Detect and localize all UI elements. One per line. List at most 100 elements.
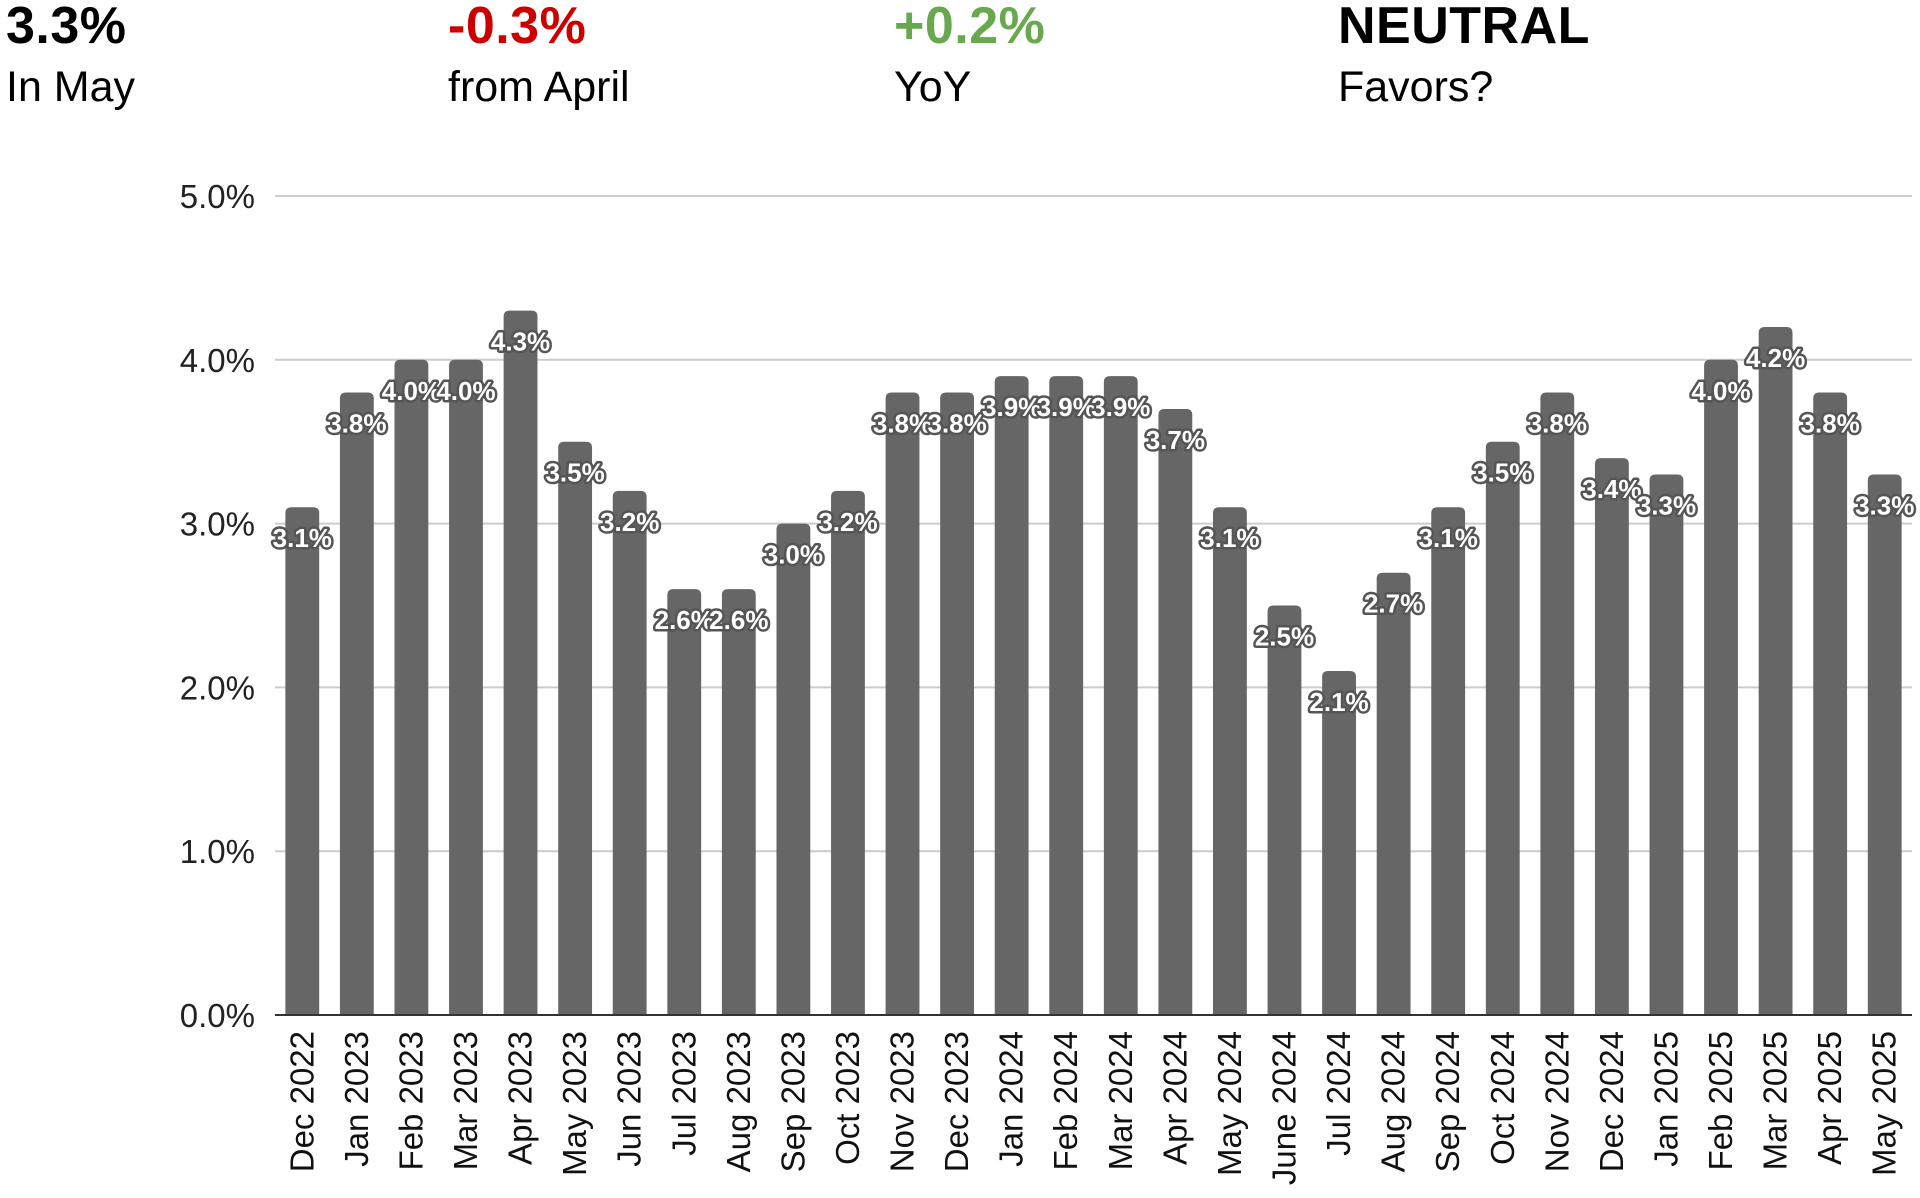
kpi-favors-value: NEUTRAL: [1338, 0, 1590, 55]
kpi-current-rate: 3.3% In May: [6, 0, 135, 112]
y-tick-label: 1.0%: [180, 833, 255, 870]
data-label: 3.3%: [1637, 490, 1696, 520]
x-tick-label: Aug 2024: [1375, 1031, 1412, 1172]
data-labels: 3.1%3.8%4.0%4.0%4.3%3.5%3.2%2.6%2.6%3.0%…: [270, 324, 1917, 719]
bar: [1431, 507, 1466, 1015]
bar: [994, 376, 1029, 1015]
bar: [612, 490, 647, 1016]
x-tick-label: Mar 2025: [1757, 1031, 1794, 1170]
x-tick-label: Dec 2022: [283, 1031, 320, 1172]
x-tick-label: Feb 2024: [1047, 1031, 1084, 1170]
y-tick-label: 2.0%: [180, 669, 255, 706]
x-tick-label: Oct 2024: [1484, 1031, 1521, 1165]
x-tick-label: Jun 2023: [611, 1031, 648, 1167]
bar: [1267, 605, 1302, 1015]
bars: [285, 310, 1902, 1016]
bar: [831, 490, 865, 1016]
x-tick-label: Apr 2025: [1811, 1031, 1848, 1165]
bar: [1758, 327, 1793, 1015]
kpi-monthly-change: -0.3% from April: [448, 0, 630, 112]
kpi-yoy-change: +0.2% YoY: [894, 0, 1045, 112]
x-tick-label: Jan 2024: [993, 1031, 1030, 1167]
y-tick-label: 0.0%: [180, 997, 255, 1034]
bar: [667, 589, 702, 1015]
kpi-monthly-change-value: -0.3%: [448, 0, 587, 55]
x-tick-label: Aug 2023: [720, 1031, 757, 1172]
data-label: 3.5%: [1473, 458, 1532, 488]
kpi-monthly-change-label: from April: [448, 63, 630, 111]
bar: [339, 392, 374, 1015]
x-axis-labels: Dec 2022 Jan 2023 Feb 2023 Mar 2023 Apr 2023…: [283, 1031, 1902, 1185]
data-label: 3.8%: [327, 409, 386, 439]
kpi-yoy-change-label: YoY: [894, 63, 972, 111]
x-tick-label: Mar 2023: [447, 1031, 484, 1170]
y-axis-ticks: 0.0% 1.0% 2.0% 3.0% 4.0% 5.0%: [180, 178, 255, 1034]
bar: [721, 589, 756, 1015]
x-tick-label: Jul 2023: [665, 1031, 702, 1156]
bar: [1594, 458, 1629, 1016]
data-label: 4.0%: [436, 376, 495, 406]
x-tick-label: May 2024: [1211, 1031, 1248, 1176]
bar: [1322, 671, 1356, 1015]
x-tick-label: Sep 2023: [774, 1031, 811, 1172]
data-label: 4.0%: [1691, 376, 1750, 406]
x-tick-label: Sep 2024: [1429, 1031, 1466, 1172]
x-tick-label: Jan 2023: [338, 1031, 375, 1167]
kpi-current-rate-value: 3.3%: [6, 0, 127, 55]
bar: [1103, 376, 1138, 1015]
data-label: 3.9%: [1091, 392, 1150, 422]
x-tick-label: Nov 2023: [884, 1031, 921, 1172]
bar: [1649, 474, 1684, 1016]
data-label: 3.2%: [600, 507, 659, 537]
kpi-current-rate-label: In May: [6, 63, 136, 111]
data-label: 2.6%: [655, 605, 714, 635]
bar: [449, 359, 483, 1015]
bar: [1540, 392, 1575, 1015]
data-label: 3.1%: [1200, 523, 1259, 553]
bar: [1213, 507, 1247, 1015]
bar: [394, 359, 429, 1015]
x-tick-label: May 2025: [1866, 1031, 1903, 1176]
bar: [885, 392, 920, 1015]
data-label: 3.0%: [764, 540, 823, 570]
data-label: 3.1%: [1419, 523, 1478, 553]
kpi-favors-label: Favors?: [1338, 63, 1494, 111]
bar: [940, 392, 974, 1015]
data-label: 3.4%: [1582, 474, 1641, 504]
gridlines: [275, 195, 1912, 853]
bar: [776, 523, 811, 1015]
x-tick-label: Mar 2024: [1102, 1031, 1139, 1170]
data-label: 3.8%: [1801, 409, 1860, 439]
x-tick-label: Feb 2025: [1702, 1031, 1739, 1170]
kpi-favors: NEUTRAL Favors?: [1338, 0, 1590, 112]
bar: [1376, 572, 1411, 1015]
x-tick-label: Apr 2023: [502, 1031, 539, 1165]
x-tick-label: June 2024: [1265, 1031, 1302, 1185]
x-tick-label: May 2023: [556, 1031, 593, 1176]
data-label: 3.1%: [273, 523, 332, 553]
data-label: 2.6%: [709, 605, 768, 635]
x-tick-label: Oct 2023: [829, 1031, 866, 1165]
data-label: 3.8%: [873, 409, 932, 439]
data-label: 2.1%: [1309, 687, 1368, 717]
bar: [285, 507, 320, 1015]
y-tick-label: 3.0%: [180, 506, 255, 543]
bar: [558, 441, 593, 1015]
x-tick-label: Apr 2024: [1156, 1031, 1193, 1165]
kpi-yoy-change-value: +0.2%: [894, 0, 1046, 55]
x-tick-label: Dec 2023: [938, 1031, 975, 1172]
bar: [503, 310, 538, 1015]
x-tick-label: Feb 2023: [392, 1031, 429, 1170]
data-label: 2.7%: [1364, 589, 1423, 619]
bar: [1158, 408, 1193, 1015]
bar: [1485, 441, 1520, 1015]
bar: [1813, 392, 1848, 1015]
bar: [1867, 474, 1902, 1016]
data-label: 4.2%: [1746, 343, 1805, 373]
data-label: 3.7%: [1146, 425, 1205, 455]
x-tick-label: Jan 2025: [1647, 1031, 1684, 1167]
data-label: 3.8%: [1528, 409, 1587, 439]
y-tick-label: 5.0%: [180, 178, 255, 215]
data-label: 3.8%: [927, 409, 986, 439]
